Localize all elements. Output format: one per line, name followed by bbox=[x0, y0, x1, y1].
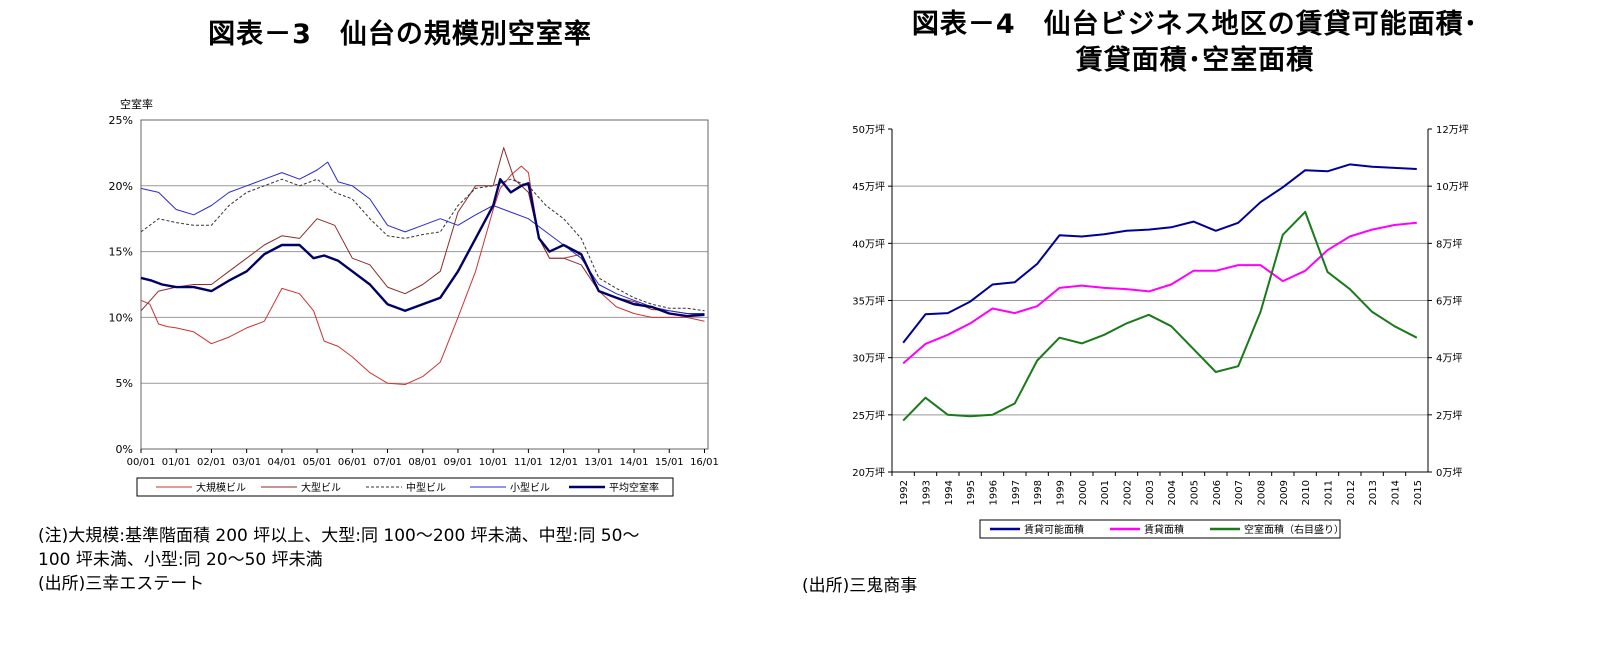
y2-tick-label: 8万坪 bbox=[1436, 237, 1462, 250]
x-tick-label: 2007 bbox=[1234, 480, 1245, 505]
x-tick-label: 1992 bbox=[899, 480, 910, 505]
x-tick-label: 13/01 bbox=[584, 457, 613, 468]
legend-label: 賃貸面積 bbox=[1144, 523, 1184, 536]
x-tick-label: 1996 bbox=[989, 480, 1000, 505]
y-tick-label: 20% bbox=[109, 180, 133, 193]
x-tick-label: 2009 bbox=[1279, 480, 1290, 505]
y-tick-label: 20万坪 bbox=[852, 466, 885, 479]
y2-tick-label: 6万坪 bbox=[1436, 295, 1462, 308]
y-tick-label: 5% bbox=[116, 377, 133, 390]
x-tick-label: 14/01 bbox=[620, 457, 649, 468]
left-chart-title: 図表－3 仙台の規模別空室率 bbox=[208, 19, 592, 50]
vacancy-rate-chart: 0% 5% 10% 15% 20% 25% 空室率 00/01 01/01 02/01 03/01 0… bbox=[109, 97, 719, 497]
x-tick-label: 2005 bbox=[1190, 480, 1201, 505]
y2-tick-label: 2万坪 bbox=[1436, 409, 1462, 422]
left-note-line1: (注)大規模:基準階面積 200 坪以上、大型:同 100～200 坪未満、中型… bbox=[38, 526, 640, 546]
series-line bbox=[902, 163, 1417, 344]
x-tick-label: 08/01 bbox=[408, 457, 437, 468]
y-tick-label: 25万坪 bbox=[852, 409, 885, 422]
left-chart-panel: 図表－3 仙台の規模別空室率 0% 5% 10% 15% 20% 25% 空室率 00/01 0… bbox=[0, 0, 800, 645]
left-source: (出所)三幸エステート bbox=[38, 574, 205, 594]
x-tick-label: 1995 bbox=[966, 480, 977, 505]
x-tick-label: 2003 bbox=[1145, 480, 1156, 505]
x-tick-label: 1998 bbox=[1033, 480, 1044, 505]
x-tick-label: 11/01 bbox=[514, 457, 543, 468]
right-chart-title-line2: 賃貸面積･空室面積 bbox=[1075, 45, 1315, 76]
y-tick-label: 0% bbox=[116, 443, 133, 456]
x-tick-label: 2002 bbox=[1123, 480, 1134, 505]
y-tick-label: 35万坪 bbox=[852, 295, 885, 308]
x-tick-label: 1993 bbox=[922, 480, 933, 505]
y-tick-label: 30万坪 bbox=[852, 352, 885, 365]
x-tick-label: 2004 bbox=[1167, 480, 1178, 505]
x-tick-label: 03/01 bbox=[232, 457, 261, 468]
y2-tick-label: 4万坪 bbox=[1436, 352, 1462, 365]
legend-label: 空室面積（右目盛り） bbox=[1244, 523, 1344, 536]
x-tick-label: 2013 bbox=[1368, 480, 1379, 505]
right-chart-title-line1: 図表－4 仙台ビジネス地区の賃貸可能面積･ bbox=[911, 9, 1479, 40]
x-tick-label: 05/01 bbox=[303, 457, 332, 468]
x-tick-label: 16/01 bbox=[690, 457, 719, 468]
y-tick-label: 15% bbox=[109, 246, 133, 259]
y-tick-label: 50万坪 bbox=[852, 123, 885, 136]
legend-box bbox=[979, 519, 1341, 539]
x-tick-label: 07/01 bbox=[373, 457, 402, 468]
legend-label: 小型ビル bbox=[510, 481, 550, 494]
y-tick-label: 10% bbox=[109, 311, 133, 324]
legend-label: 賃貸可能面積 bbox=[1024, 523, 1084, 536]
floor-area-chart: 20万坪 25万坪 30万坪 35万坪 40万坪 45万坪 50万坪 0万坪 2万坪 4万坪 6万坪… bbox=[852, 123, 1469, 539]
x-tick-label: 01/01 bbox=[162, 457, 191, 468]
legend-label: 大規模ビル bbox=[196, 481, 246, 494]
legend-box bbox=[136, 477, 674, 497]
plot-frame bbox=[140, 119, 709, 450]
y-tick-label: 25% bbox=[109, 114, 133, 127]
right-source: (出所)三鬼商事 bbox=[802, 576, 918, 596]
x-tick-label: 15/01 bbox=[655, 457, 684, 468]
y-tick-label: 45万坪 bbox=[852, 180, 885, 193]
series-line bbox=[140, 177, 705, 318]
x-tick-label: 2015 bbox=[1413, 480, 1424, 505]
x-tick-label: 04/01 bbox=[267, 457, 296, 468]
series-line bbox=[140, 147, 705, 316]
x-tick-label: 06/01 bbox=[338, 457, 367, 468]
left-note-line2: 100 坪未満、小型:同 20～50 坪未満 bbox=[38, 550, 323, 570]
y-axis-title: 空室率 bbox=[120, 97, 153, 111]
x-tick-label: 2012 bbox=[1346, 480, 1357, 505]
series-line bbox=[902, 210, 1418, 422]
legend-label: 平均空室率 bbox=[609, 481, 659, 494]
x-tick-label: 12/01 bbox=[549, 457, 578, 468]
x-tick-label: 09/01 bbox=[444, 457, 473, 468]
x-tick-label: 10/01 bbox=[479, 457, 508, 468]
y2-tick-label: 0万坪 bbox=[1436, 466, 1462, 479]
legend-label: 中型ビル bbox=[406, 481, 446, 494]
y-tick-label: 40万坪 bbox=[852, 237, 885, 250]
x-tick-label: 1997 bbox=[1011, 480, 1022, 505]
right-chart-panel: 図表－4 仙台ビジネス地区の賃貸可能面積･ 賃貸面積･空室面積 20万坪 25万坪… bbox=[800, 0, 1601, 645]
x-tick-label: 2014 bbox=[1391, 480, 1402, 505]
x-tick-label: 2011 bbox=[1324, 480, 1335, 505]
x-tick-label: 2006 bbox=[1212, 480, 1223, 505]
x-tick-label: 1994 bbox=[944, 480, 955, 505]
series-line bbox=[140, 178, 705, 312]
series-line bbox=[140, 165, 705, 385]
series-line bbox=[902, 221, 1417, 365]
x-tick-label: 00/01 bbox=[127, 457, 156, 468]
x-tick-label: 1999 bbox=[1056, 480, 1067, 505]
y2-tick-label: 10万坪 bbox=[1436, 180, 1469, 193]
x-tick-label: 2010 bbox=[1301, 480, 1312, 505]
x-tick-label: 2001 bbox=[1100, 480, 1111, 505]
series-line bbox=[140, 161, 705, 314]
legend-label: 大型ビル bbox=[301, 481, 341, 494]
y2-tick-label: 12万坪 bbox=[1436, 123, 1469, 136]
x-tick-label: 02/01 bbox=[197, 457, 226, 468]
x-tick-label: 2008 bbox=[1257, 480, 1268, 505]
x-tick-label: 2000 bbox=[1078, 480, 1089, 505]
